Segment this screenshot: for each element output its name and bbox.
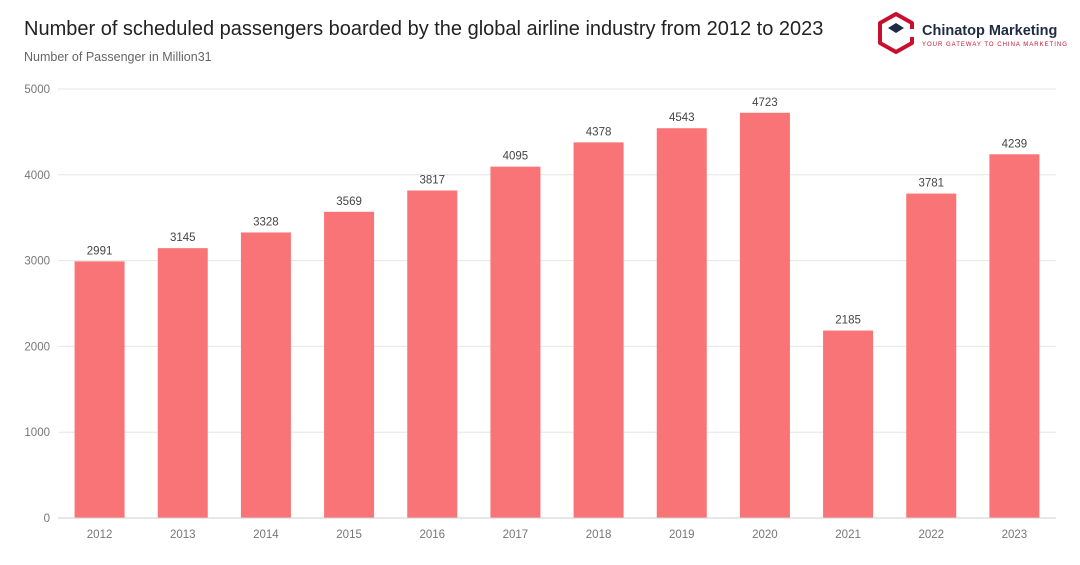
x-tick-label-2013: 2013 — [170, 529, 196, 541]
y-tick-label: 0 — [44, 513, 50, 525]
x-tick-label-2018: 2018 — [586, 529, 612, 541]
chart-subtitle: Number of Passenger in Million31 — [24, 50, 212, 64]
bar-2014[interactable] — [240, 232, 291, 519]
bars — [74, 112, 1040, 519]
y-tick-label: 2000 — [24, 341, 50, 353]
x-tick-label-2015: 2015 — [336, 529, 362, 541]
chinatop-logo-icon — [878, 12, 916, 54]
bar-2018[interactable] — [573, 142, 624, 518]
bar-2016[interactable] — [407, 190, 458, 518]
bar-2020[interactable] — [739, 112, 790, 518]
x-tick-label-2014: 2014 — [253, 529, 279, 541]
axes: 0 1000 2000 3000 4000 5000 2012 2013 2014 2015 201… — [24, 84, 1056, 541]
data-label-2021: 2185 — [835, 315, 861, 327]
bar-2019[interactable] — [656, 128, 707, 518]
bar-2021[interactable] — [823, 330, 874, 518]
bar-2017[interactable] — [490, 166, 541, 519]
data-label-2016: 3817 — [419, 175, 445, 187]
x-tick-label-2017: 2017 — [503, 529, 529, 541]
data-label-2020: 4723 — [752, 97, 778, 109]
y-tick-label: 5000 — [24, 84, 50, 96]
data-label-2014: 3328 — [253, 216, 279, 228]
logo-tagline: YOUR GATEWAY TO CHINA MARKETING — [922, 42, 1068, 48]
data-label-2015: 3569 — [336, 196, 362, 208]
chart-title: Number of scheduled passengers boarded b… — [24, 18, 824, 40]
x-tick-label-2016: 2016 — [419, 529, 445, 541]
y-tick-label: 3000 — [24, 256, 50, 268]
x-tick-label-2022: 2022 — [918, 529, 944, 541]
y-tick-label: 1000 — [24, 427, 50, 439]
x-tick-label-2021: 2021 — [835, 529, 861, 541]
brand-logo[interactable]: Chinatop Marketing YOUR GATEWAY TO CHINA… — [876, 12, 1072, 56]
data-label-2012: 2991 — [87, 245, 113, 257]
x-tick-label-2023: 2023 — [1002, 529, 1028, 541]
bar-2012[interactable] — [74, 261, 125, 518]
x-tick-label-2012: 2012 — [87, 529, 113, 541]
data-label-2019: 4543 — [669, 112, 695, 124]
data-label-2018: 4378 — [586, 126, 612, 138]
data-label-2017: 4095 — [503, 151, 529, 163]
bar-2022[interactable] — [906, 193, 957, 518]
bar-2013[interactable] — [157, 248, 208, 518]
data-label-2023: 4239 — [1002, 138, 1028, 150]
data-labels: 2991 3145 3328 3569 3817 4095 4378 4543 4723 2185… — [87, 97, 1027, 327]
grid-lines — [58, 88, 1056, 433]
x-tick-label-2019: 2019 — [669, 529, 695, 541]
bar-2015[interactable] — [324, 211, 375, 519]
data-label-2013: 3145 — [170, 232, 196, 244]
x-tick-label-2020: 2020 — [752, 529, 778, 541]
logo-name: Chinatop Marketing — [922, 23, 1058, 39]
y-tick-label: 4000 — [24, 170, 50, 182]
bar-2023[interactable] — [989, 154, 1040, 518]
data-label-2022: 3781 — [918, 178, 944, 190]
